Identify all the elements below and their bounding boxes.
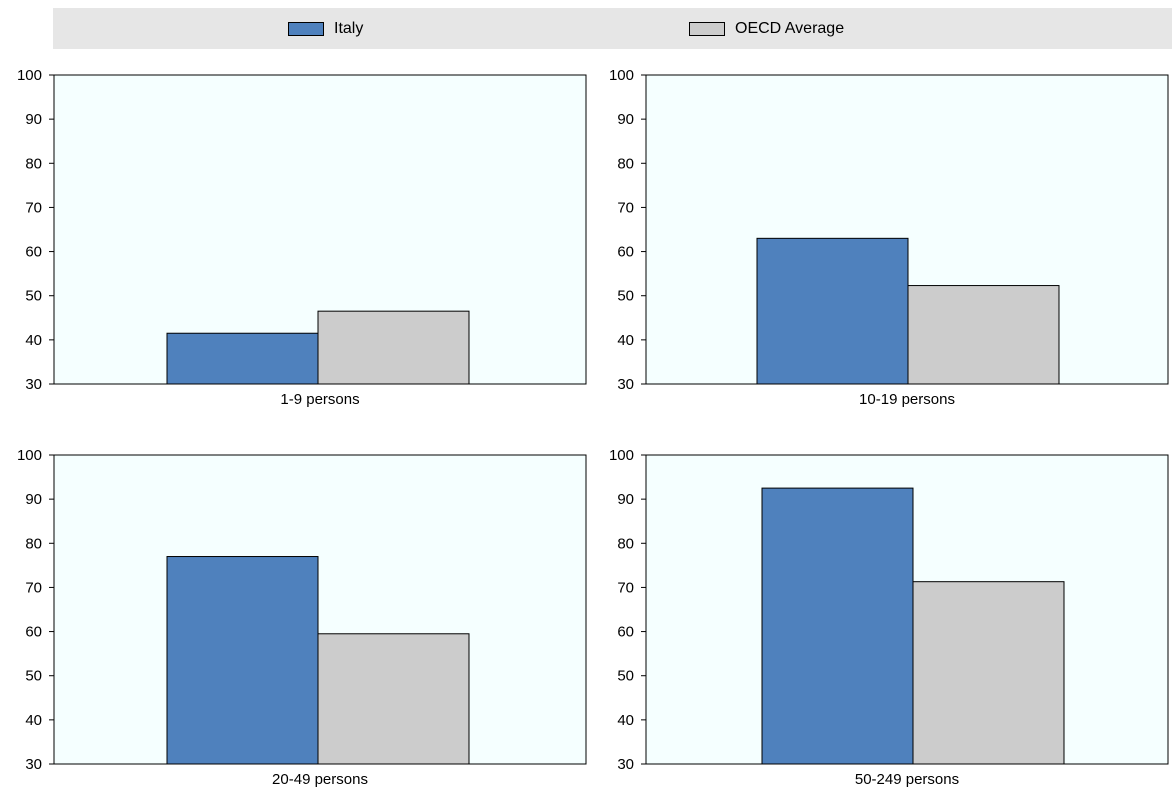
y-tick-label: 70 bbox=[25, 579, 42, 596]
y-tick-label: 60 bbox=[617, 624, 634, 641]
y-tick-label: 90 bbox=[617, 111, 634, 128]
bar-italy-10-19-persons bbox=[756, 237, 909, 385]
y-tick-label: 90 bbox=[25, 491, 42, 508]
y-tick-label: 80 bbox=[25, 155, 42, 172]
bar-italy-20-49-persons bbox=[166, 556, 319, 765]
chart-svg-10-19-persons: 30 40 50 60 70 80 90 100 10-19 persons bbox=[609, 67, 1169, 408]
bar-italy-1-9-persons bbox=[166, 332, 319, 385]
plot-frame-20-49-persons bbox=[53, 454, 587, 765]
y-tick-label: 80 bbox=[617, 155, 634, 172]
y-tick-label: 50 bbox=[25, 288, 42, 305]
y-tick-label: 80 bbox=[25, 535, 42, 552]
y-tick-label: 70 bbox=[617, 199, 634, 216]
y-tick-label: 90 bbox=[617, 491, 634, 508]
y-tick-label: 40 bbox=[25, 332, 42, 349]
plot-frame-10-19-persons bbox=[645, 74, 1169, 385]
legend-swatch-italy bbox=[288, 22, 324, 36]
y-tick-label: 70 bbox=[25, 199, 42, 216]
category-label-20-49-persons: 20-49 persons bbox=[272, 771, 368, 788]
chart-svg-1-9-persons: 30 40 50 60 70 80 90 100 1-9 persons bbox=[17, 67, 587, 408]
chart-legend: Italy OECD Average bbox=[53, 8, 1172, 49]
bar-oecd-average-20-49-persons bbox=[317, 633, 470, 765]
y-tick-label: 100 bbox=[609, 447, 634, 464]
y-tick-label: 30 bbox=[617, 756, 634, 773]
legend-label-oecd-average: OECD Average bbox=[735, 20, 845, 37]
category-label-1-9-persons: 1-9 persons bbox=[280, 391, 359, 408]
y-tick-label: 100 bbox=[609, 67, 634, 84]
y-tick-label: 80 bbox=[617, 535, 634, 552]
plot-frame-1-9-persons bbox=[53, 74, 587, 385]
plot-frame-50-249-persons bbox=[645, 454, 1169, 765]
legend-swatch-oecd-average bbox=[689, 22, 725, 36]
legend-label-italy: Italy bbox=[334, 20, 364, 37]
y-tick-label: 30 bbox=[25, 756, 42, 773]
chart-svg-20-49-persons: 30 40 50 60 70 80 90 100 20-49 persons bbox=[17, 447, 587, 788]
y-tick-label: 60 bbox=[617, 244, 634, 261]
y-tick-label: 100 bbox=[17, 447, 42, 464]
y-tick-label: 30 bbox=[25, 376, 42, 393]
category-label-10-19-persons: 10-19 persons bbox=[859, 391, 955, 408]
y-tick-label: 100 bbox=[17, 67, 42, 84]
y-tick-label: 50 bbox=[617, 668, 634, 685]
y-tick-label: 60 bbox=[25, 244, 42, 261]
y-tick-label: 50 bbox=[25, 668, 42, 685]
y-tick-label: 70 bbox=[617, 579, 634, 596]
legend-item-oecd-average: OECD Average bbox=[689, 19, 844, 39]
y-tick-label: 40 bbox=[617, 712, 634, 729]
bar-oecd-average-1-9-persons bbox=[317, 310, 470, 385]
bar-oecd-average-10-19-persons bbox=[907, 285, 1060, 385]
y-tick-label: 50 bbox=[617, 288, 634, 305]
chart-svg-50-249-persons: 30 40 50 60 70 80 90 100 50-249 persons bbox=[609, 447, 1169, 788]
y-tick-label: 40 bbox=[617, 332, 634, 349]
bar-oecd-average-50-249-persons bbox=[912, 581, 1065, 765]
y-tick-label: 90 bbox=[25, 111, 42, 128]
y-tick-label: 30 bbox=[617, 376, 634, 393]
y-tick-label: 60 bbox=[25, 624, 42, 641]
y-tick-label: 40 bbox=[25, 712, 42, 729]
bar-italy-50-249-persons bbox=[761, 487, 914, 765]
category-label-50-249-persons: 50-249 persons bbox=[855, 771, 959, 788]
legend-item-italy: Italy bbox=[288, 19, 363, 39]
